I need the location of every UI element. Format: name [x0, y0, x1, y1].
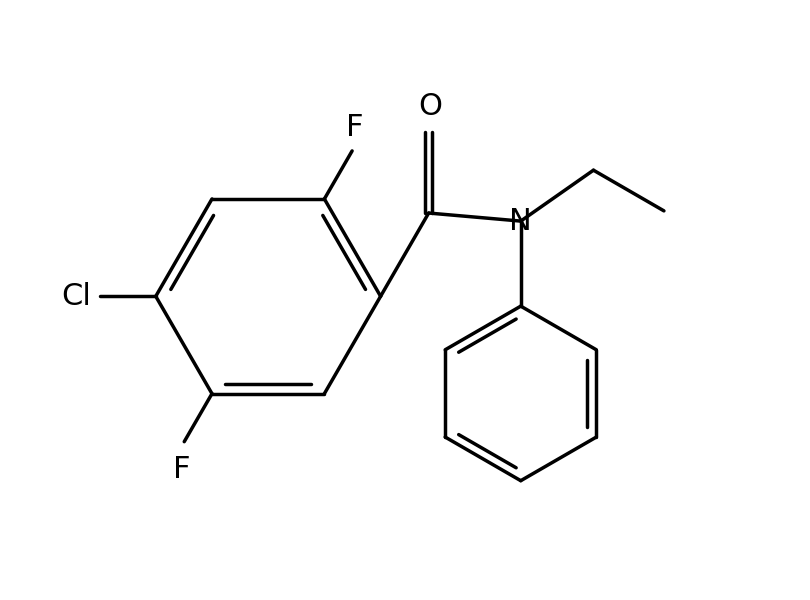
- Text: N: N: [509, 206, 532, 236]
- Text: F: F: [173, 455, 190, 484]
- Text: F: F: [347, 113, 364, 142]
- Text: Cl: Cl: [62, 282, 92, 311]
- Text: O: O: [418, 92, 442, 121]
